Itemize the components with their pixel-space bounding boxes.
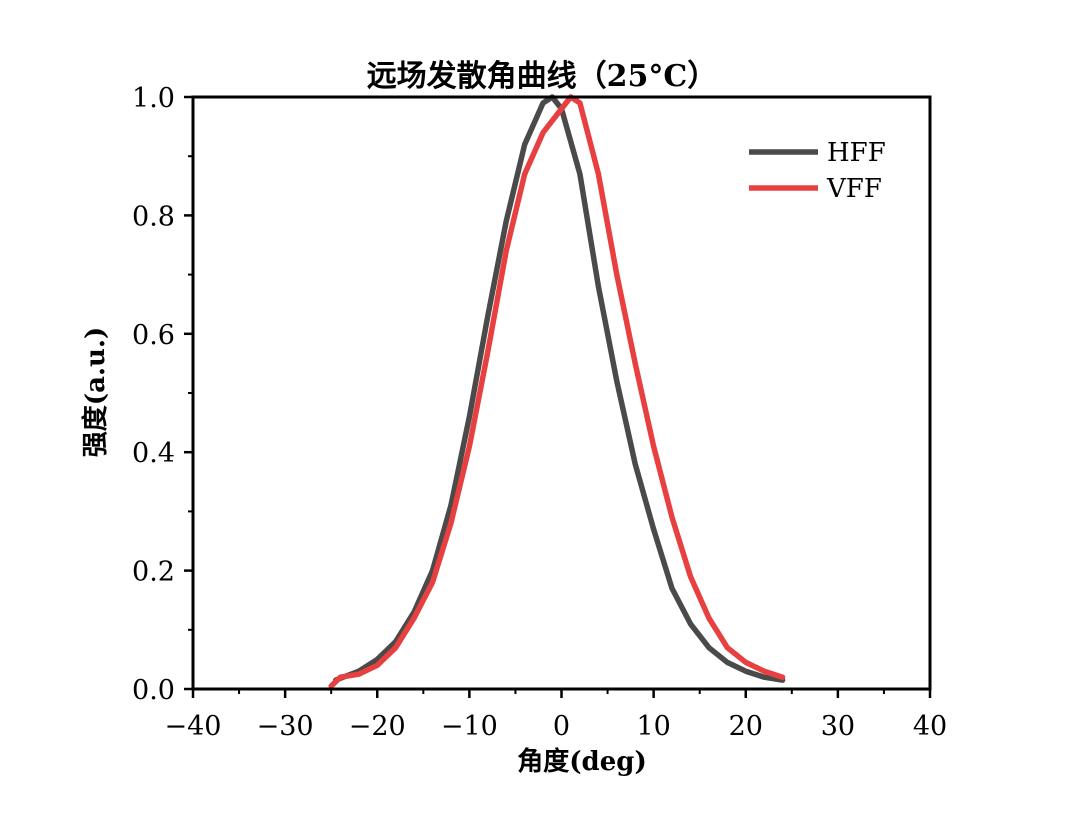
x-tick-label: 40 <box>913 711 947 742</box>
x-axis-label: 角度(deg) <box>517 746 647 777</box>
x-tick-label: −30 <box>257 711 314 742</box>
x-tick-label: 10 <box>636 711 670 742</box>
x-tick-label: 0 <box>553 711 570 742</box>
series-line-hff <box>333 94 786 683</box>
y-tick-label: 0.2 <box>132 557 175 588</box>
tick-layer: −40 −30 −20 −10 0 10 20 30 40 0.0 0.2 0.4 0.6 0.8 1.0 <box>132 83 947 742</box>
chart-title: 远场发散角曲线（25°C） <box>367 59 718 94</box>
x-tick-label: −40 <box>165 711 222 742</box>
y-tick-label: 0.0 <box>132 675 175 706</box>
legend: HFF VFF <box>749 138 886 204</box>
y-tick-label: 0.4 <box>132 438 175 469</box>
y-axis-label: 强度(a.u.) <box>80 327 111 457</box>
x-tick-label: −20 <box>349 711 406 742</box>
y-tick-label: 1.0 <box>132 83 175 114</box>
y-tick-label: 0.6 <box>132 320 175 351</box>
x-tick-label: 30 <box>821 711 855 742</box>
legend-label-vff: VFF <box>826 174 882 204</box>
plot-frame <box>191 95 932 691</box>
series-line-vff <box>328 94 786 689</box>
x-tick-label: 20 <box>729 711 763 742</box>
legend-label-hff: HFF <box>827 138 886 168</box>
x-tick-label: −10 <box>441 711 498 742</box>
series-layer <box>328 94 786 689</box>
y-tick-label: 0.8 <box>132 201 175 232</box>
